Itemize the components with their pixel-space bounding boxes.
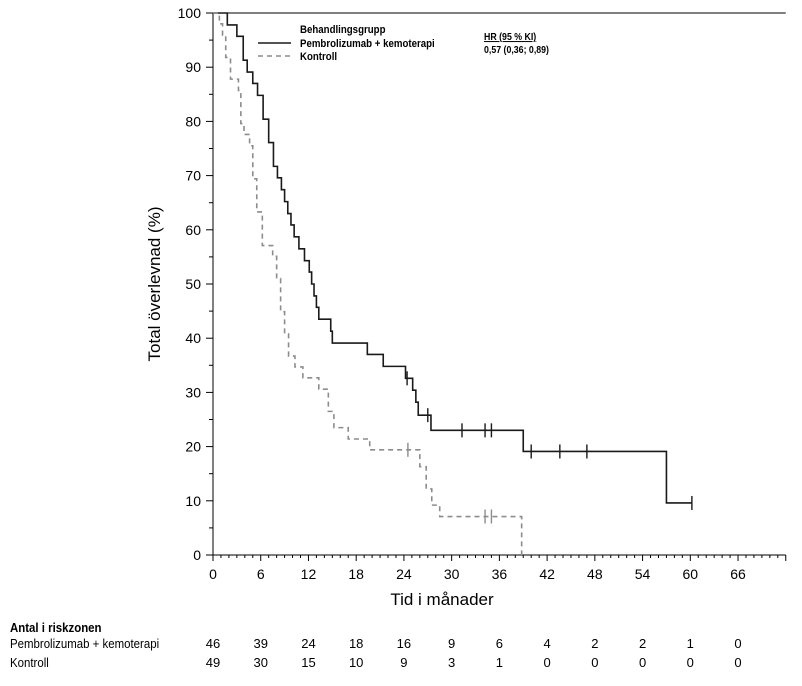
risk-row-label: Pembrolizumab + kemoterapi: [10, 636, 160, 651]
hr-header: HR (95 % KI): [484, 30, 536, 42]
risk-count: 2: [591, 636, 599, 651]
km-curve-kontroll: [213, 12, 523, 555]
x-tick-label: 42: [539, 566, 555, 582]
risk-count: 0: [591, 655, 599, 670]
y-tick-label: 50: [185, 276, 201, 292]
x-tick-label: 12: [301, 566, 317, 582]
risk-count: 1: [495, 655, 503, 670]
x-tick-label: 6: [257, 566, 265, 582]
legend-entry-kontroll: Kontroll: [300, 52, 337, 64]
risk-count: 3: [448, 655, 456, 670]
x-tick-label: 54: [635, 566, 651, 582]
risk-count: 24: [301, 636, 316, 651]
x-tick-label: 0: [209, 566, 217, 582]
x-tick-label: 30: [444, 566, 460, 582]
risk-count: 4: [543, 636, 551, 651]
risk-count: 9: [448, 636, 456, 651]
y-tick-label: 70: [185, 168, 201, 184]
km-curve-pembro: [213, 12, 692, 504]
risk-count: 18: [348, 636, 364, 651]
risk-row-label: Kontroll: [10, 655, 49, 670]
legend-title: Behandlingsgrupp: [300, 25, 386, 37]
risk-count: 30: [253, 655, 268, 670]
curves: [213, 12, 693, 555]
risk-count: 9: [400, 655, 408, 670]
axes: 0 6 12 18 24 30 36 42 48 54 60 66 0 10 20 30 40 50 60 70 80 9…: [178, 5, 787, 582]
risk-count: 0: [638, 655, 647, 670]
y-tick-label: 60: [185, 222, 201, 238]
x-tick-label: 66: [730, 566, 746, 582]
x-tick-label: 24: [396, 566, 412, 582]
risk-count: 39: [253, 636, 268, 651]
legend-entry-pembro: Pembrolizumab + kemoterapi: [300, 39, 435, 51]
risk-count: 49: [205, 655, 221, 670]
y-tick-label: 40: [185, 330, 201, 346]
x-tick-label: 18: [348, 566, 364, 582]
risk-count: 0: [686, 655, 694, 670]
risk-count: 0: [734, 636, 742, 651]
risk-table-title: Antal i riskzonen: [10, 620, 102, 635]
y-tick-label: 10: [185, 493, 201, 509]
risk-count: 6: [495, 636, 503, 651]
x-axis-label: Tid i månader: [390, 590, 494, 609]
risk-count: 10: [348, 655, 364, 670]
x-tick-label: 48: [587, 566, 603, 582]
risk-count: 15: [301, 655, 316, 670]
y-axis-label: Total överlevnad (%): [145, 207, 164, 362]
risk-count: 0: [543, 655, 551, 670]
legend: Behandlingsgrupp Pembrolizumab + kemoter…: [258, 25, 549, 64]
risk-count: 46: [205, 636, 221, 651]
y-tick-label: 30: [185, 384, 201, 400]
y-tick-label: 20: [185, 439, 201, 455]
hr-value: 0,57 (0,36; 0,89): [484, 43, 549, 55]
y-tick-label: 100: [178, 5, 202, 21]
risk-count: 2: [638, 636, 647, 651]
y-tick-label: 90: [185, 59, 201, 75]
risk-count: 16: [396, 636, 412, 651]
risk-count: 0: [734, 655, 742, 670]
y-tick-label: 80: [185, 113, 201, 129]
y-tick-label: 0: [193, 547, 201, 563]
x-tick-label: 36: [492, 566, 508, 582]
risk-count: 1: [686, 636, 694, 651]
x-tick-label: 60: [683, 566, 699, 582]
